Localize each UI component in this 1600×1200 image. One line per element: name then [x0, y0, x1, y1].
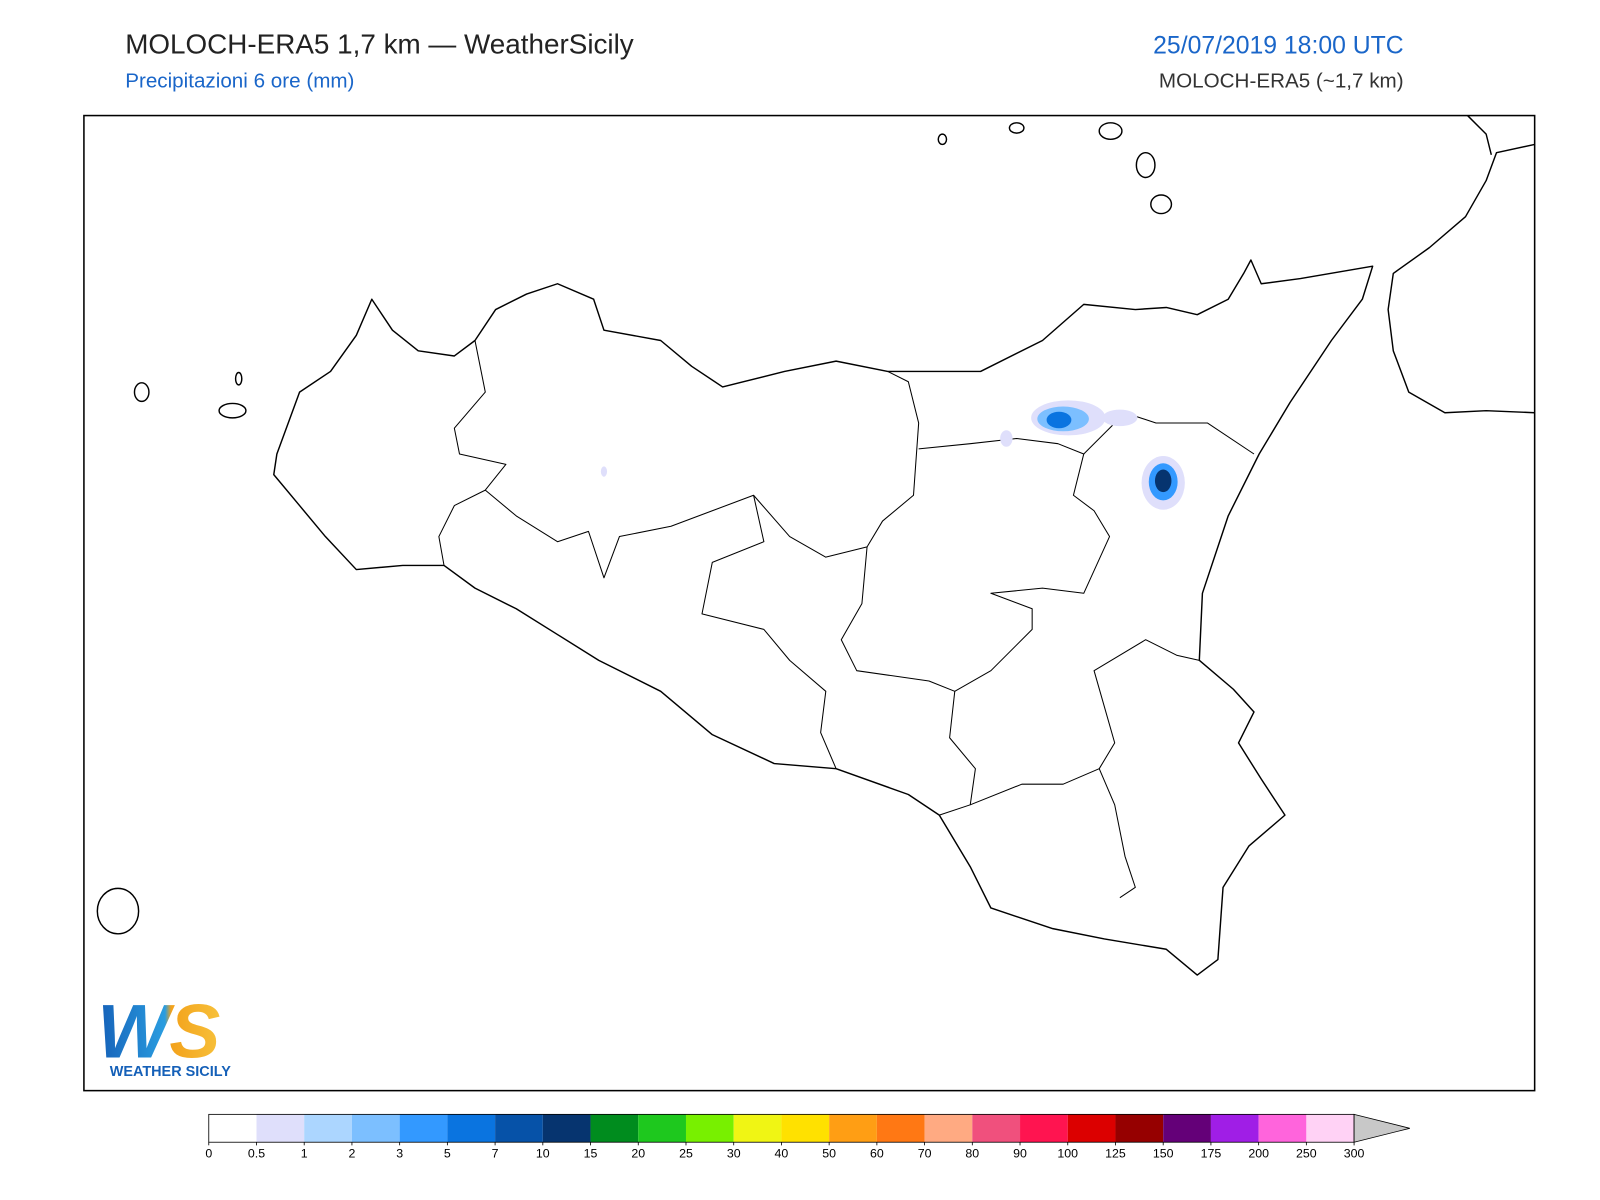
color-segment [972, 1114, 1021, 1143]
color-segment [1210, 1114, 1259, 1143]
color-segment [876, 1114, 925, 1143]
tick-label: 15 [584, 1147, 598, 1161]
logo-mark: WS [97, 990, 220, 1075]
islands [96, 122, 1173, 935]
color-segment [495, 1114, 543, 1143]
color-segment [1306, 1114, 1355, 1143]
sicily-coast [273, 259, 1374, 976]
color-segment [1067, 1114, 1116, 1143]
tick-label: 200 [1248, 1147, 1269, 1161]
tick-label: 125 [1105, 1147, 1126, 1161]
map: WS WEATHER SICILY [83, 114, 1536, 1092]
color-segment [1163, 1114, 1211, 1143]
tick-label: 1 [301, 1147, 308, 1161]
color-segment [924, 1114, 973, 1143]
color-segment [542, 1114, 591, 1143]
color-segment [256, 1114, 305, 1143]
tick-label: 40 [775, 1147, 789, 1161]
color-segment [1020, 1114, 1068, 1143]
tick-label: 25 [679, 1147, 693, 1161]
tick-label: 0 [205, 1147, 212, 1161]
logo: WS WEATHER SICILY [97, 990, 231, 1081]
tick-label: 30 [727, 1147, 741, 1161]
subtitle: Precipitazioni 6 ore (mm) [125, 70, 354, 93]
tick-label: 70 [918, 1147, 932, 1161]
logo-text: WEATHER SICILY [110, 1064, 231, 1080]
tick-label: 10 [536, 1147, 550, 1161]
color-segment [590, 1114, 639, 1143]
date: 25/07/2019 18:00 UTC [1153, 33, 1403, 60]
color-segment [829, 1114, 877, 1143]
tick-label: 175 [1201, 1147, 1222, 1161]
tick-label: 100 [1057, 1147, 1078, 1161]
tick-label: 50 [822, 1147, 836, 1161]
color-segment [638, 1114, 686, 1143]
tick-label: 150 [1153, 1147, 1174, 1161]
tick-label: 5 [444, 1147, 451, 1161]
tick-label: 7 [492, 1147, 499, 1161]
tick-label: 3 [396, 1147, 403, 1161]
precipitation [600, 400, 1185, 510]
tick-label: 300 [1344, 1147, 1365, 1161]
province-borders [438, 340, 1255, 899]
color-segment [781, 1114, 830, 1143]
color-segment [447, 1114, 496, 1143]
tick-label: 90 [1013, 1147, 1027, 1161]
calabria-coast-north [1467, 115, 1493, 155]
calabria-coast [1387, 143, 1535, 414]
tick-label: 80 [965, 1147, 979, 1161]
tick-label: 0.5 [248, 1147, 265, 1161]
colorbar: 0 0.5 1 2 3 5 7 10 15 20 25 30 40 50 60 70 80 90 100 125 150… [205, 1113, 1410, 1161]
tick-label: 250 [1296, 1147, 1317, 1161]
color-segment [733, 1114, 782, 1143]
color-segment [208, 1114, 257, 1143]
model: MOLOCH-ERA5 (~1,7 km) [1159, 70, 1404, 93]
color-segment [1115, 1114, 1164, 1143]
title: MOLOCH-ERA5 1,7 km — WeatherSicily [125, 29, 634, 60]
color-segment [685, 1114, 734, 1143]
tick-label: 20 [631, 1147, 645, 1161]
tick-label: 60 [870, 1147, 884, 1161]
color-segment [351, 1114, 400, 1143]
tick-label: 2 [348, 1147, 355, 1161]
over-arrow [1353, 1113, 1410, 1143]
color-segment [399, 1114, 448, 1143]
map-frame [83, 114, 1536, 1092]
color-segment [304, 1114, 352, 1143]
color-segment [1258, 1114, 1307, 1143]
